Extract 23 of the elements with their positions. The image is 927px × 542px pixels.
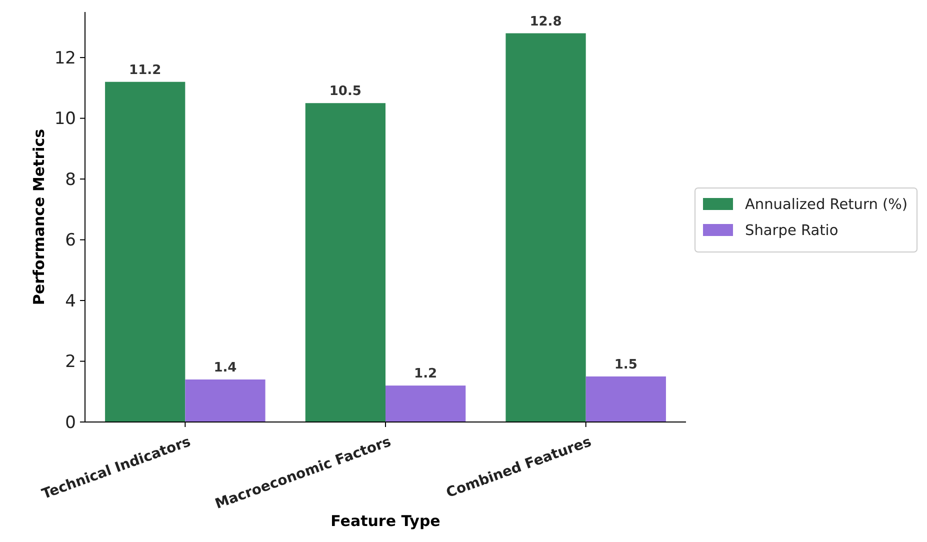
bar [386, 386, 466, 422]
data-label: 1.4 [214, 360, 237, 376]
bar [185, 379, 266, 422]
y-tick-label: 0 [65, 412, 76, 433]
bar [506, 33, 586, 422]
y-tick-label: 4 [65, 291, 76, 312]
bar [105, 82, 186, 422]
legend-label: Sharpe Ratio [745, 223, 838, 240]
data-label: 12.8 [530, 14, 562, 30]
y-axis-title: Performance Metrics [30, 128, 48, 306]
bar [305, 103, 386, 422]
bar [586, 376, 666, 422]
y-tick-label: 6 [65, 230, 76, 251]
y-tick-label: 2 [65, 352, 76, 372]
data-label: 11.2 [129, 62, 162, 78]
data-label: 10.5 [329, 84, 362, 100]
data-label: 1.2 [414, 366, 438, 382]
legend-label: Annualized Return (%) [745, 197, 908, 214]
y-tick-label: 10 [54, 109, 76, 130]
y-tick-label: 8 [65, 170, 76, 190]
data-label: 1.5 [614, 357, 638, 372]
x-axis-title: Feature Type [330, 512, 440, 530]
y-tick-label: 12 [54, 48, 76, 69]
